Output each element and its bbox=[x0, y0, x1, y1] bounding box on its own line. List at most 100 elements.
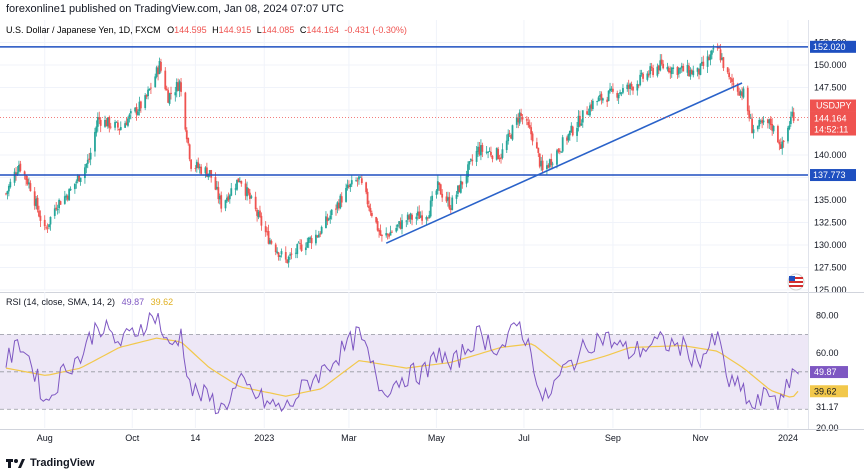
candle-body[interactable] bbox=[115, 121, 118, 123]
candle-body[interactable] bbox=[401, 220, 403, 229]
candle-body[interactable] bbox=[198, 166, 201, 169]
candle-body[interactable] bbox=[306, 242, 309, 248]
candle-body[interactable] bbox=[711, 50, 713, 55]
candle-body[interactable] bbox=[368, 205, 370, 209]
candle-body[interactable] bbox=[700, 61, 703, 64]
candle-body[interactable] bbox=[58, 199, 60, 209]
candle-body[interactable] bbox=[208, 170, 211, 175]
candle-body[interactable] bbox=[669, 70, 672, 73]
candle-body[interactable] bbox=[721, 57, 723, 60]
candle-body[interactable] bbox=[128, 114, 131, 119]
candle-body[interactable] bbox=[335, 208, 337, 210]
candle-body[interactable] bbox=[415, 216, 418, 219]
candle-body[interactable] bbox=[7, 185, 10, 192]
candle-body[interactable] bbox=[601, 98, 604, 101]
candle-body[interactable] bbox=[546, 165, 548, 169]
candle-body[interactable] bbox=[36, 197, 39, 210]
candle-body[interactable] bbox=[300, 244, 303, 251]
candle-body[interactable] bbox=[375, 217, 378, 223]
candle-body[interactable] bbox=[49, 216, 52, 225]
candle-body[interactable] bbox=[781, 141, 784, 149]
candle-body[interactable] bbox=[779, 144, 782, 149]
candle-body[interactable] bbox=[581, 110, 584, 123]
candle-body[interactable] bbox=[26, 178, 29, 185]
candle-body[interactable] bbox=[487, 152, 489, 153]
candle-body[interactable] bbox=[170, 92, 172, 94]
candle-body[interactable] bbox=[177, 82, 180, 91]
candle-body[interactable] bbox=[194, 168, 197, 169]
candle-body[interactable] bbox=[435, 190, 438, 195]
candle-body[interactable] bbox=[99, 119, 102, 126]
candle-body[interactable] bbox=[224, 200, 227, 209]
rsi-ma-line[interactable] bbox=[5, 337, 799, 398]
candle-body[interactable] bbox=[729, 77, 732, 79]
candle-body[interactable] bbox=[259, 210, 261, 217]
candle-body[interactable] bbox=[566, 137, 568, 141]
candle-body[interactable] bbox=[299, 243, 302, 245]
candle-body[interactable] bbox=[240, 181, 243, 184]
candle-body[interactable] bbox=[461, 181, 464, 185]
candle-body[interactable] bbox=[381, 234, 383, 237]
candle-body[interactable] bbox=[409, 213, 412, 220]
candle-body[interactable] bbox=[389, 231, 392, 236]
candle-body[interactable] bbox=[469, 159, 472, 161]
candle-body[interactable] bbox=[590, 104, 593, 109]
candle-body[interactable] bbox=[296, 244, 299, 255]
candle-body[interactable] bbox=[226, 197, 228, 202]
candle-body[interactable] bbox=[646, 73, 649, 80]
candle-body[interactable] bbox=[797, 119, 799, 121]
candle-body[interactable] bbox=[579, 115, 581, 127]
candle-body[interactable] bbox=[672, 67, 675, 70]
candle-body[interactable] bbox=[511, 125, 514, 140]
candle-body[interactable] bbox=[699, 63, 702, 75]
candle-body[interactable] bbox=[722, 57, 725, 69]
candle-body[interactable] bbox=[158, 61, 161, 74]
candle-body[interactable] bbox=[686, 65, 689, 73]
candle-body[interactable] bbox=[449, 208, 452, 210]
candle-body[interactable] bbox=[254, 196, 257, 210]
candle-body[interactable] bbox=[667, 67, 670, 73]
time-axis[interactable]: Aug Oct 14 2023 Mar May Jul Sep Nov 2024 bbox=[0, 20, 864, 443]
candle-body[interactable] bbox=[210, 170, 213, 178]
candle-body[interactable] bbox=[350, 180, 353, 185]
candle-body[interactable] bbox=[23, 171, 26, 175]
candle-body[interactable] bbox=[297, 242, 300, 244]
candle-body[interactable] bbox=[180, 82, 182, 92]
candle-body[interactable] bbox=[620, 92, 623, 94]
candle-body[interactable] bbox=[739, 91, 742, 96]
candle-body[interactable] bbox=[95, 126, 98, 134]
candle-body[interactable] bbox=[35, 198, 38, 207]
candle-body[interactable] bbox=[13, 171, 16, 183]
candle-body[interactable] bbox=[317, 234, 320, 238]
candle-body[interactable] bbox=[782, 140, 785, 143]
candle-body[interactable] bbox=[597, 97, 600, 102]
candle-body[interactable] bbox=[445, 196, 448, 202]
candle-body[interactable] bbox=[391, 231, 393, 233]
candle-body[interactable] bbox=[752, 129, 755, 134]
candle-body[interactable] bbox=[531, 133, 534, 142]
candle-body[interactable] bbox=[359, 177, 362, 178]
candle-body[interactable] bbox=[751, 118, 753, 134]
candle-body[interactable] bbox=[451, 197, 454, 210]
candle-body[interactable] bbox=[325, 216, 327, 229]
candle-body[interactable] bbox=[548, 159, 551, 167]
candle-body[interactable] bbox=[127, 118, 129, 126]
candle-body[interactable] bbox=[421, 215, 423, 221]
candle-body[interactable] bbox=[441, 193, 444, 198]
candle-body[interactable] bbox=[507, 133, 510, 142]
candle-body[interactable] bbox=[73, 183, 76, 190]
candle-body[interactable] bbox=[89, 152, 92, 160]
candle-body[interactable] bbox=[266, 231, 269, 233]
candle-body[interactable] bbox=[237, 178, 240, 183]
candle-body[interactable] bbox=[447, 197, 449, 201]
candle-body[interactable] bbox=[65, 195, 68, 198]
candle-body[interactable] bbox=[53, 208, 56, 216]
candle-body[interactable] bbox=[336, 202, 339, 209]
candle-body[interactable] bbox=[345, 187, 347, 202]
candle-body[interactable] bbox=[498, 158, 501, 159]
candle-body[interactable] bbox=[600, 93, 603, 101]
candle-body[interactable] bbox=[125, 122, 128, 126]
candle-body[interactable] bbox=[18, 165, 20, 172]
candle-body[interactable] bbox=[557, 149, 560, 152]
